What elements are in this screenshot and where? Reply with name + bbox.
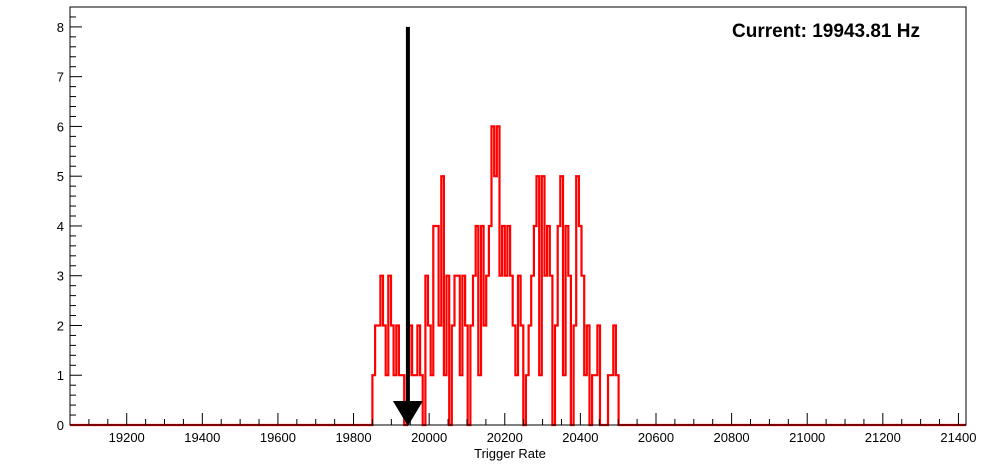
x-tick-label: 19600: [260, 430, 296, 445]
histogram-series-line: [70, 125, 966, 427]
y-tick-label: 8: [57, 20, 64, 35]
y-tick-label: 5: [57, 169, 64, 184]
y-tick-label: 6: [57, 119, 64, 134]
x-tick-label: 20400: [562, 430, 598, 445]
y-tick-label: 4: [57, 219, 64, 234]
y-tick-label: 7: [57, 70, 64, 85]
x-tick-label: 20800: [714, 430, 750, 445]
x-tick-label: 19800: [335, 430, 371, 445]
y-tick-label: 1: [57, 368, 64, 383]
marker-layer: [392, 26, 423, 426]
y-tick-label: 3: [57, 269, 64, 284]
x-tick-label: 21400: [940, 430, 976, 445]
y-tick-label: 0: [57, 418, 64, 433]
x-tick-label: 21200: [865, 430, 901, 445]
x-tick-label: 20600: [638, 430, 674, 445]
x-tick-label: 21000: [789, 430, 825, 445]
x-axis-title: Trigger Rate: [474, 446, 546, 461]
current-rate-arrow-head: [392, 401, 423, 426]
x-tick-label: 20000: [411, 430, 447, 445]
series-layer: [70, 125, 966, 427]
y-tick-label: 2: [57, 318, 64, 333]
x-tick-label: 20200: [487, 430, 523, 445]
x-tick-label: 19200: [109, 430, 145, 445]
x-tick-label: 19400: [184, 430, 220, 445]
current-rate-annotation: Current: 19943.81 Hz: [732, 21, 920, 42]
axes-layer: 19200 19400 19600 19800 20000 20200 20400 20600…: [57, 6, 977, 445]
